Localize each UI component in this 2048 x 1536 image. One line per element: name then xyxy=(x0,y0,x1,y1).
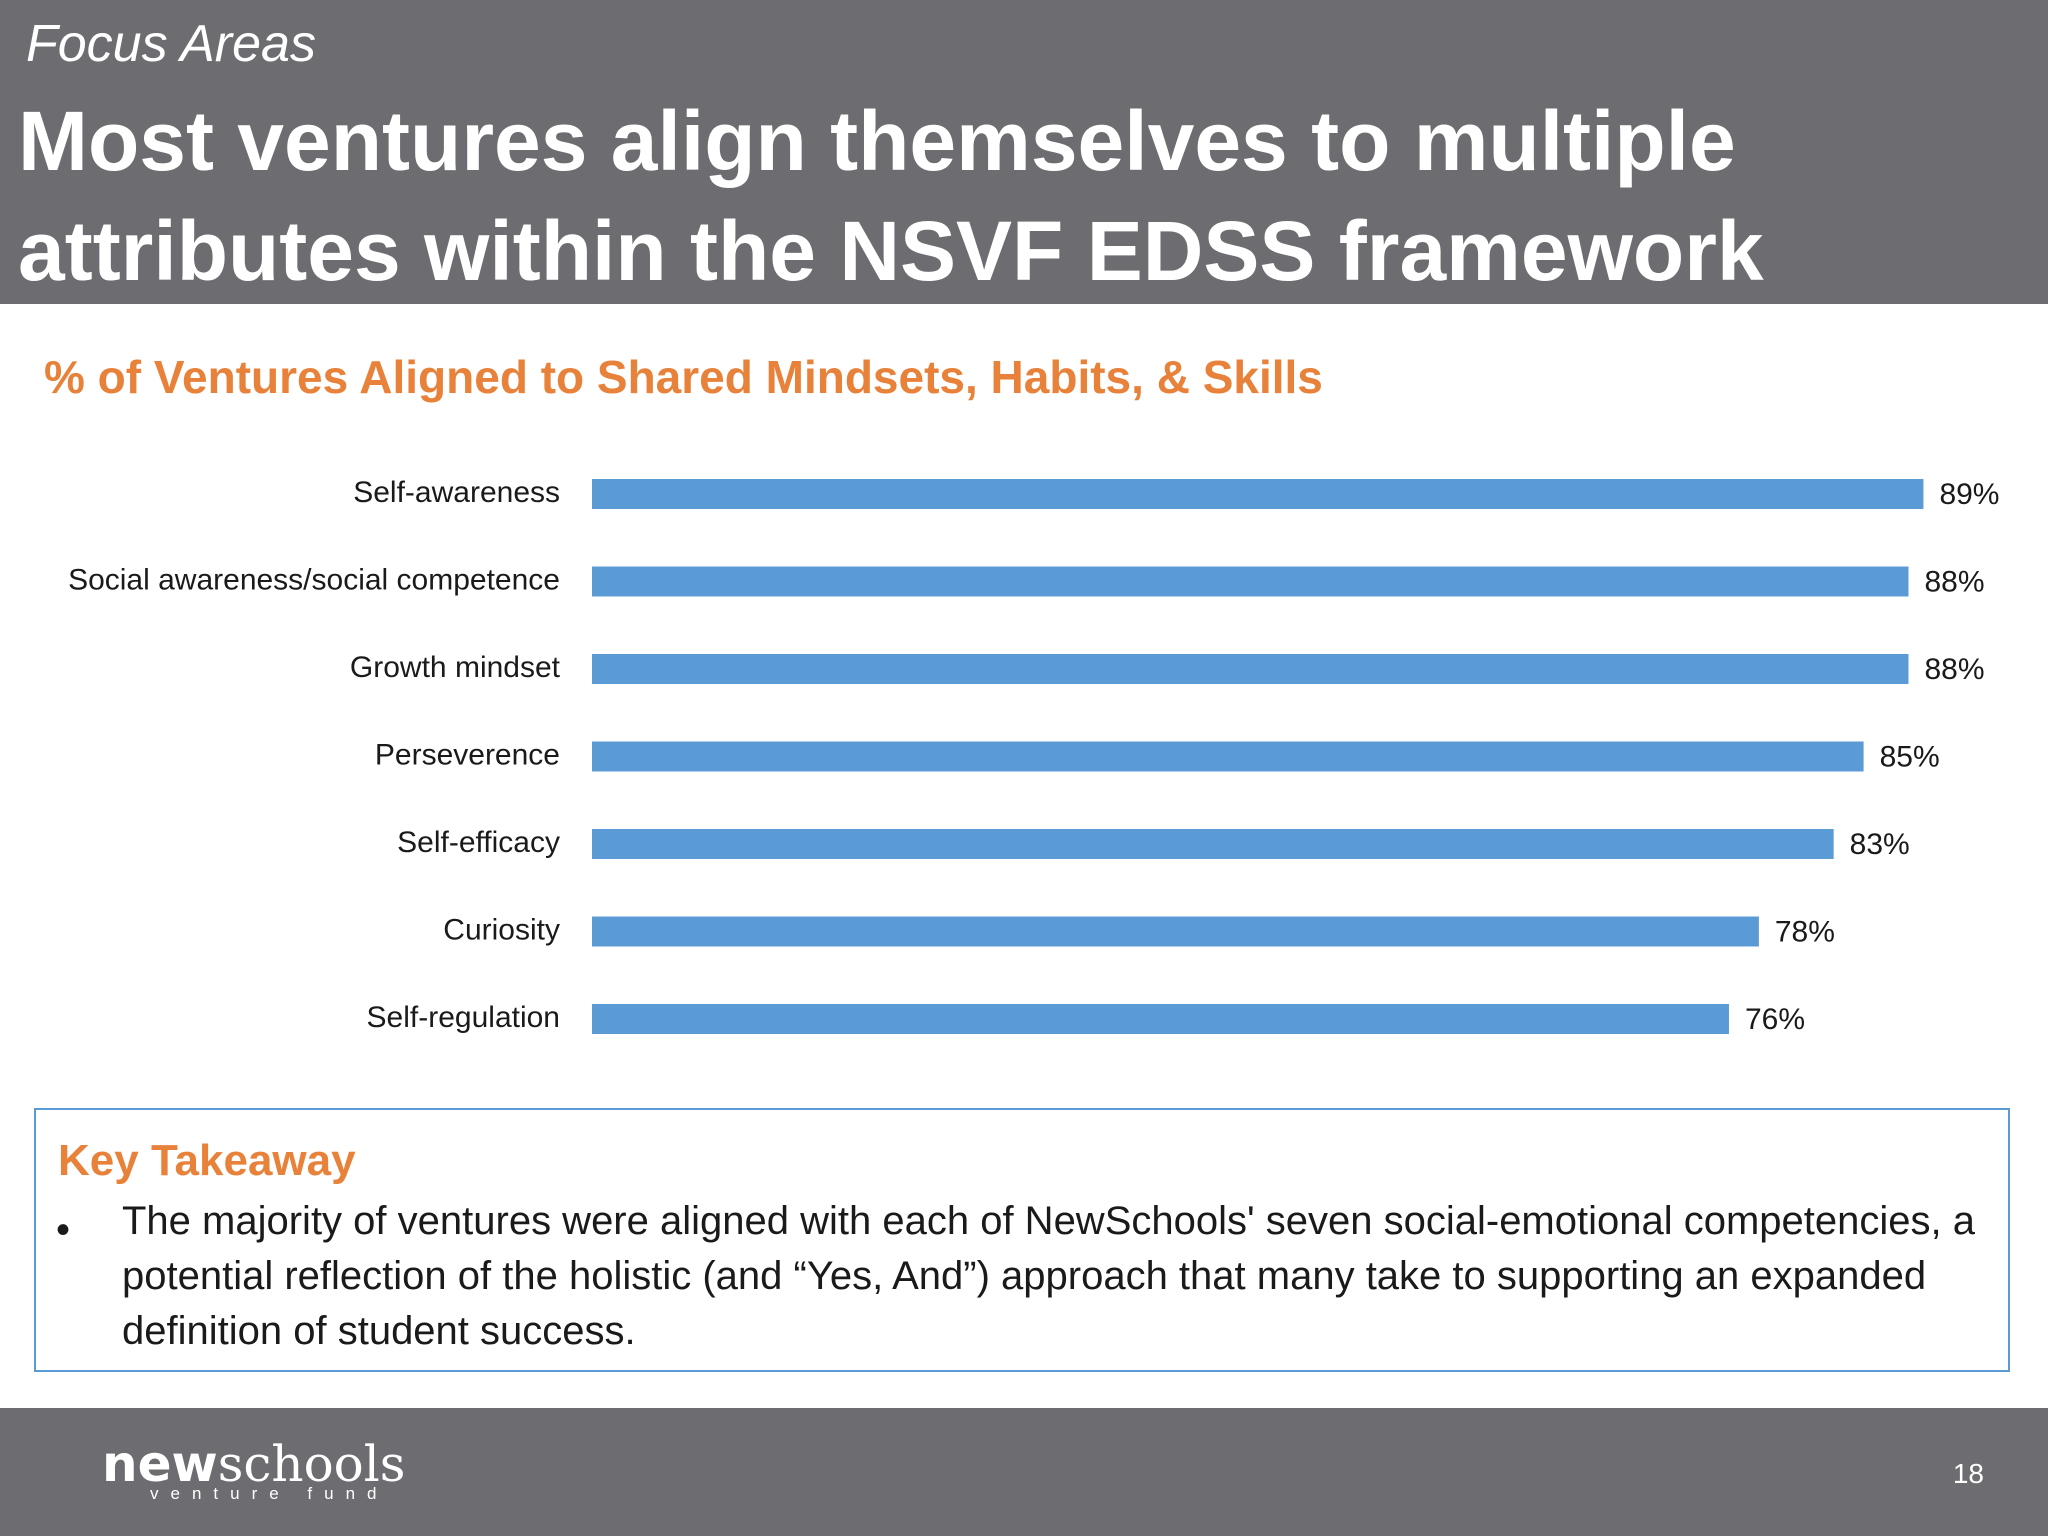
bar xyxy=(592,916,1759,947)
data-label: 78% xyxy=(1775,915,1835,948)
bar xyxy=(592,479,1924,509)
page-number: 18 xyxy=(1952,1458,1984,1489)
data-label: 83% xyxy=(1850,828,1910,861)
logo-subtitle: venture fund xyxy=(150,1484,389,1503)
bar xyxy=(592,741,1864,772)
bar-chart: Self-awareness 89% Social awareness/social… xyxy=(68,476,1999,1036)
category-label: Self-awareness xyxy=(353,476,560,509)
category-label: Self-regulation xyxy=(367,1001,560,1034)
logo-bold-text: new xyxy=(102,1435,218,1493)
category-label: Social awareness/social competence xyxy=(68,563,560,596)
data-label: 88% xyxy=(1924,565,1984,598)
data-label: 85% xyxy=(1880,740,1940,773)
bar xyxy=(592,566,1909,597)
category-label: Growth mindset xyxy=(350,651,561,684)
takeaway-title: Key Takeaway xyxy=(58,1136,356,1185)
footer-bar: newschools venture fund 18 xyxy=(0,1408,2048,1536)
logo-light-text: schools xyxy=(217,1435,406,1493)
slide-title: Most ventures align themselves to multip… xyxy=(18,94,1764,298)
key-takeaway-box: Key Takeaway • The majority of ventures … xyxy=(34,1108,2010,1372)
category-label: Self-efficacy xyxy=(397,826,560,859)
category-label: Curiosity xyxy=(443,913,560,946)
header-banner: Focus Areas Most ventures align themselv… xyxy=(0,0,2048,304)
bar xyxy=(592,1004,1729,1034)
newschools-logo: newschools venture fund xyxy=(102,1438,405,1504)
data-label: 88% xyxy=(1924,653,1984,686)
chart-title: % of Ventures Aligned to Shared Mindsets… xyxy=(44,351,1323,403)
bar xyxy=(592,654,1909,684)
section-label: Focus Areas xyxy=(26,15,316,73)
category-label: Perseverence xyxy=(375,738,560,771)
bar xyxy=(592,829,1834,859)
data-label: 76% xyxy=(1745,1003,1805,1036)
takeaway-text: The majority of ventures were aligned wi… xyxy=(122,1199,1976,1353)
bullet-icon: • xyxy=(56,1208,71,1252)
data-label: 89% xyxy=(1939,478,1999,511)
